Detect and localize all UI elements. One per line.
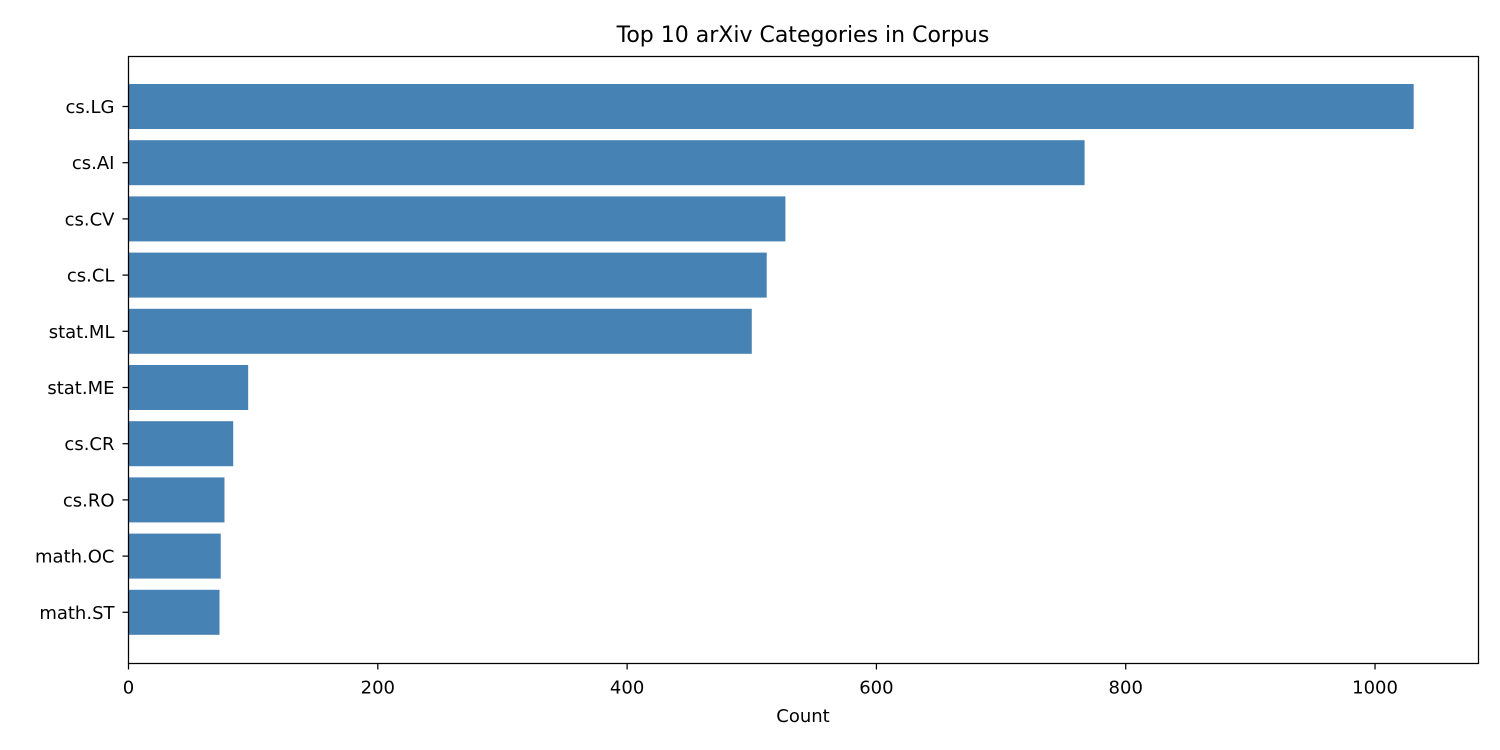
- chart-title: Top 10 arXiv Categories in Corpus: [616, 23, 990, 48]
- y-tick-label: cs.CV: [65, 209, 116, 230]
- x-axis-label: Count: [776, 706, 829, 727]
- bar-stat-me: [128, 365, 249, 410]
- bar-stat-ml: [128, 308, 752, 354]
- y-tick-label: math.OC: [35, 547, 115, 568]
- bar-math-oc: [128, 533, 221, 579]
- bar-cs-ai: [128, 140, 1085, 186]
- bars-group: [128, 84, 1414, 635]
- y-tick-label: cs.CL: [67, 266, 115, 287]
- x-tick-label: 400: [610, 678, 644, 699]
- bar-cs-cv: [128, 196, 786, 242]
- bar-cs-cl: [128, 252, 767, 298]
- y-tick-label: cs.RO: [63, 490, 115, 511]
- y-tick-label: cs.CR: [64, 434, 114, 455]
- x-tick-label: 0: [123, 678, 134, 699]
- x-tick-label: 800: [1109, 678, 1143, 699]
- bar-math-st: [128, 589, 220, 635]
- y-axis-ticks: cs.LG cs.AI cs.CV cs.CL stat.ML stat.ME cs.CR c…: [35, 97, 129, 624]
- y-tick-label: cs.LG: [66, 97, 115, 118]
- x-tick-label: 600: [859, 678, 893, 699]
- bar-cs-lg: [128, 84, 1414, 129]
- bar-cs-cr: [128, 421, 234, 467]
- y-tick-label: stat.ME: [47, 378, 114, 399]
- bar-cs-ro: [128, 477, 225, 523]
- y-tick-label: math.ST: [39, 603, 115, 624]
- x-tick-label: 1000: [1352, 678, 1398, 699]
- y-tick-label: cs.AI: [72, 153, 115, 174]
- plot-frame: [127, 55, 1480, 665]
- y-tick-label: stat.ML: [49, 322, 115, 343]
- x-tick-label: 200: [361, 678, 395, 699]
- x-axis-ticks: 0 200 400 600 800 1000: [123, 663, 1398, 699]
